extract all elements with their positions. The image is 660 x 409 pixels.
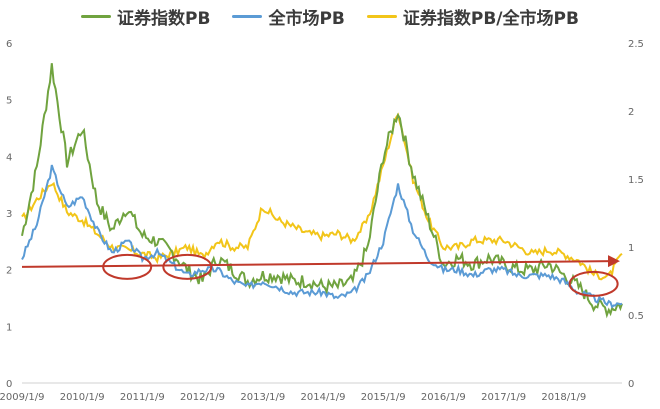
series-line-mkt-pb <box>21 164 623 309</box>
x-tick-label: 2017/1/9 <box>481 392 526 403</box>
legend-label-ratio: 证券指数PB/全市场PB <box>402 9 579 29</box>
x-tick-label: 2011/1/9 <box>120 392 165 403</box>
legend-swatch-mkt-pb <box>232 15 263 18</box>
x-tick-label: 2012/1/9 <box>180 392 225 403</box>
annotation-ellipse <box>102 253 153 280</box>
y-left-tick-label: 3 <box>6 209 12 220</box>
series-line-ratio <box>21 112 623 281</box>
y-right-tick-label: 1 <box>628 243 634 254</box>
x-tick-label: 2009/1/9 <box>0 392 44 403</box>
y-right-tick-label: 0 <box>628 379 634 390</box>
y-left-tick-label: 6 <box>6 39 12 50</box>
legend-label-sec-pb: 证券指数PB <box>117 9 211 29</box>
reference-arrowhead <box>608 255 620 268</box>
annotation-ellipse <box>568 270 619 297</box>
y-left-tick-label: 5 <box>6 96 12 107</box>
series-line-sec-pb <box>21 63 623 319</box>
x-tick-label: 2018/1/9 <box>541 392 586 403</box>
legend-item-mkt-pb: 全市场PB <box>232 4 345 29</box>
legend-label-mkt-pb: 全市场PB <box>268 9 345 29</box>
legend-swatch-ratio <box>366 15 397 18</box>
annotation-ellipse <box>162 253 213 280</box>
x-tick-label: 2010/1/9 <box>60 392 105 403</box>
legend-swatch-sec-pb <box>81 15 112 18</box>
y-left-tick-label: 2 <box>6 266 12 277</box>
y-left-tick-label: 0 <box>6 379 12 390</box>
legend-item-ratio: 证券指数PB/全市场PB <box>366 4 579 29</box>
y-right-tick-label: 1.5 <box>628 175 644 186</box>
chart-legend: 证券指数PB 全市场PB 证券指数PB/全市场PB <box>0 4 660 29</box>
x-tick-label: 2016/1/9 <box>421 392 466 403</box>
y-left-tick-label: 1 <box>6 322 12 333</box>
reference-line <box>21 260 613 268</box>
x-tick-label: 2015/1/9 <box>361 392 406 403</box>
x-tick-label: 2013/1/9 <box>240 392 285 403</box>
y-left-tick-label: 4 <box>6 152 12 163</box>
y-right-tick-label: 2 <box>628 107 634 118</box>
y-right-tick-label: 2.5 <box>628 39 644 50</box>
y-right-tick-label: 0.5 <box>628 311 644 322</box>
legend-item-sec-pb: 证券指数PB <box>81 4 210 29</box>
x-tick-label: 2014/1/9 <box>301 392 346 403</box>
